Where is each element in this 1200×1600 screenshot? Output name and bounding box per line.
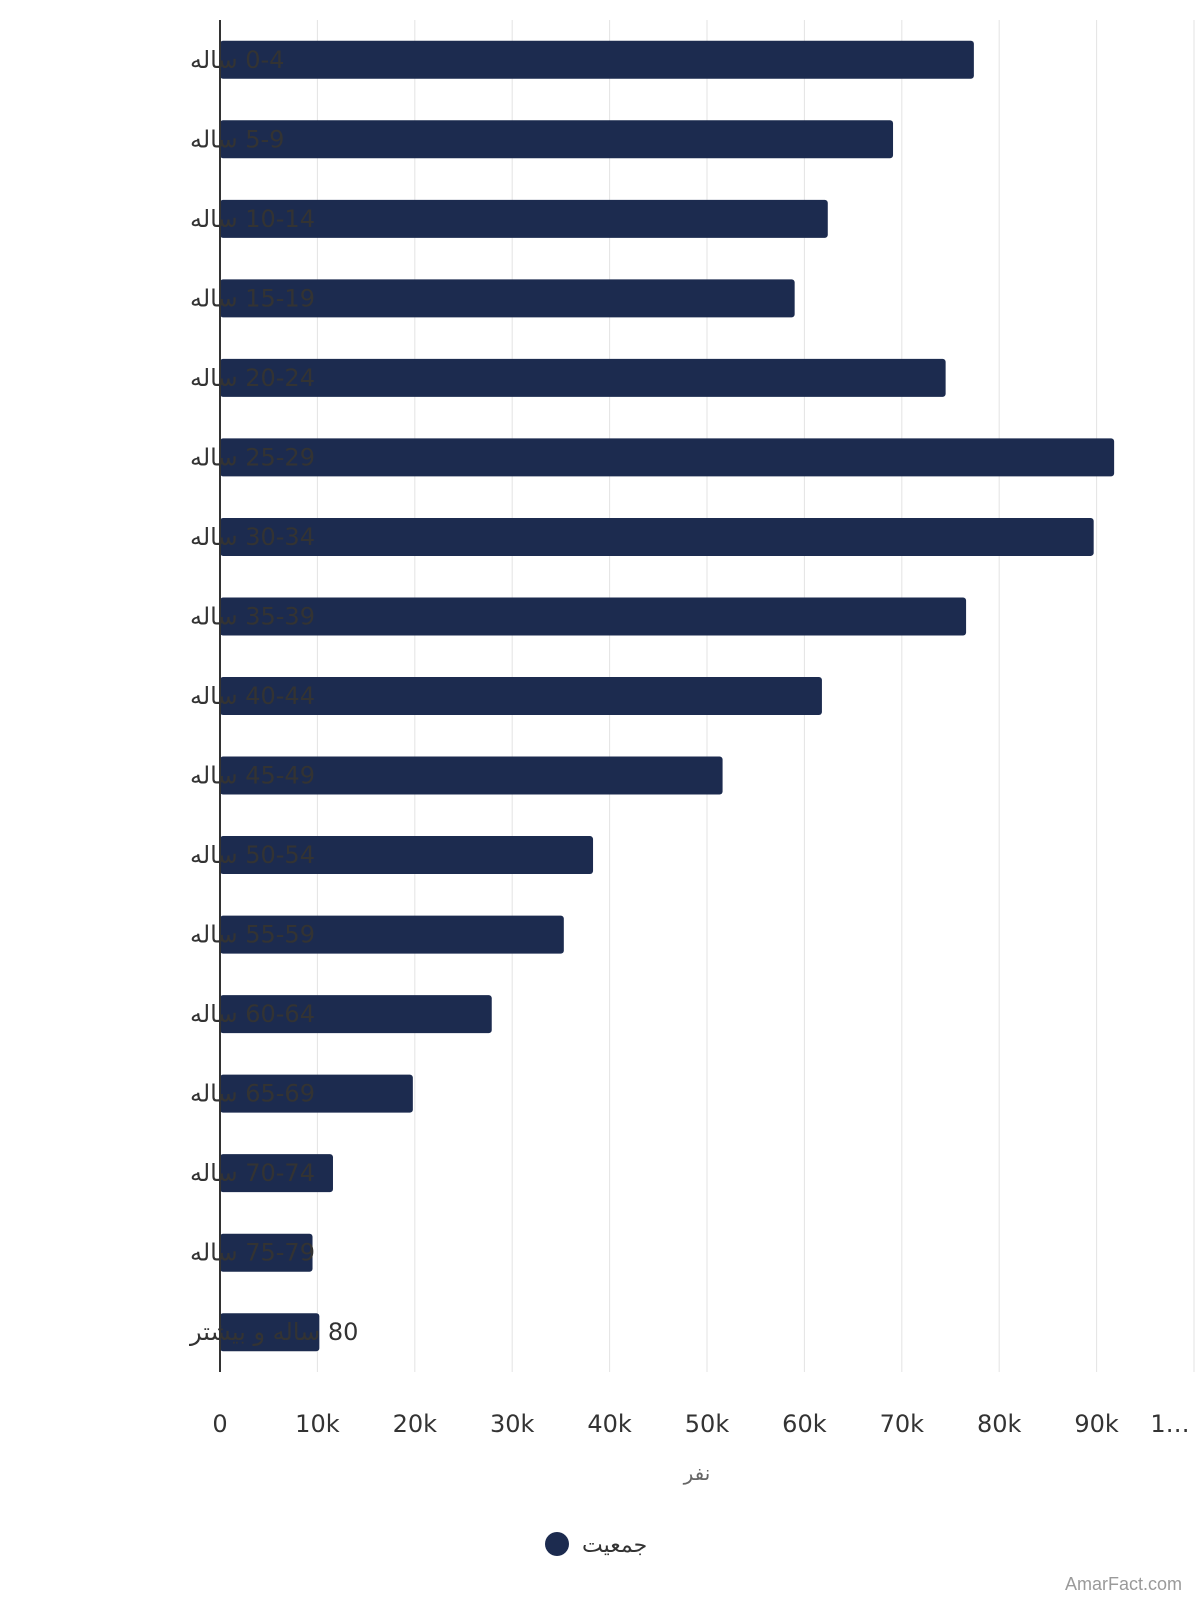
- x-tick-label: 1…: [1150, 1410, 1189, 1438]
- bar[interactable]: [220, 279, 795, 318]
- category-label: 15-19 ساله: [190, 284, 315, 312]
- category-label: 70-74 ساله: [190, 1159, 315, 1187]
- legend[interactable]: جمعیت: [545, 1532, 647, 1558]
- watermark: AmarFact.com: [1065, 1574, 1182, 1594]
- x-tick-label: 60k: [782, 1410, 827, 1438]
- x-axis-title: نفر: [683, 1461, 711, 1485]
- bar[interactable]: [220, 1313, 320, 1352]
- category-label: 65-69 ساله: [190, 1080, 315, 1108]
- bar[interactable]: [220, 756, 723, 795]
- x-tick-label: 40k: [587, 1410, 632, 1438]
- bar[interactable]: [220, 1233, 313, 1272]
- category-label: 45-49 ساله: [190, 762, 315, 790]
- bar[interactable]: [220, 120, 894, 159]
- x-tick-labels: 0 10k 20k 30k 40k 50k 60k 70k 80k 90k 1…: [212, 1410, 1189, 1438]
- x-tick-label: 10k: [295, 1410, 340, 1438]
- bar[interactable]: [220, 995, 492, 1034]
- category-label: 50-54 ساله: [190, 841, 315, 869]
- x-tick-label: 90k: [1074, 1410, 1119, 1438]
- category-label: 80 ساله و بیشتر: [189, 1318, 358, 1346]
- category-label: 35-39 ساله: [190, 602, 315, 630]
- x-tick-label: 70k: [880, 1410, 925, 1438]
- legend-swatch: [545, 1532, 569, 1556]
- x-tick-label: 20k: [393, 1410, 438, 1438]
- category-label: 60-64 ساله: [190, 1000, 315, 1028]
- bar[interactable]: [220, 517, 1094, 556]
- category-label: 75-79 ساله: [190, 1239, 315, 1267]
- bar[interactable]: [220, 597, 967, 636]
- category-label: 40-44 ساله: [190, 682, 315, 710]
- bar[interactable]: [220, 1154, 333, 1193]
- x-tick-label: 0: [212, 1410, 227, 1438]
- bar[interactable]: [220, 677, 822, 715]
- category-labels: 0-4 ساله 5-9 ساله 10-14 ساله 15-19 ساله 20-2…: [189, 46, 358, 1346]
- category-label: 10-14 ساله: [190, 205, 315, 233]
- bars: [220, 40, 1115, 1352]
- legend-label: جمعیت: [582, 1533, 647, 1558]
- bar[interactable]: [220, 915, 564, 954]
- bar[interactable]: [220, 358, 946, 397]
- x-tick-label: 30k: [490, 1410, 535, 1438]
- x-tick-label: 80k: [977, 1410, 1022, 1438]
- bar[interactable]: [220, 1074, 413, 1113]
- category-label: 25-29 ساله: [190, 443, 315, 471]
- x-tick-label: 50k: [685, 1410, 730, 1438]
- bar[interactable]: [220, 438, 1115, 477]
- category-label: 55-59 ساله: [190, 921, 315, 949]
- bar[interactable]: [220, 40, 974, 79]
- category-label: 30-34 ساله: [190, 523, 315, 551]
- category-label: 20-24 ساله: [190, 364, 315, 392]
- category-label: 5-9 ساله: [190, 125, 284, 153]
- bar[interactable]: [220, 836, 594, 875]
- bar[interactable]: [220, 199, 828, 238]
- category-label: 0-4 ساله: [190, 46, 284, 74]
